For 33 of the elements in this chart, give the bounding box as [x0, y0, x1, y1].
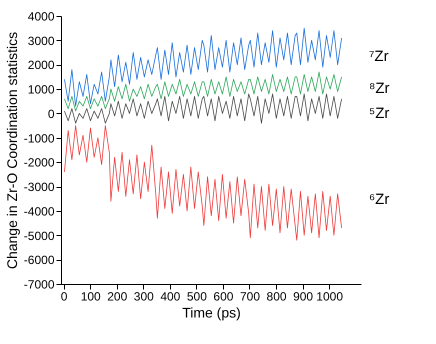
y-tick-label: 0: [48, 106, 55, 121]
x-tick-label: 700: [240, 290, 260, 304]
line-series: [64, 28, 342, 107]
x-tick-label: 200: [107, 290, 128, 304]
line-series: [64, 125, 342, 241]
y-tick-label: -2000: [24, 156, 55, 170]
x-axis-title: Time (ps): [182, 304, 241, 320]
line-series: [64, 94, 342, 124]
x-tick-label: 100: [80, 290, 102, 304]
y-tick-label: -7000: [24, 278, 55, 292]
y-tick-label: 4000: [28, 10, 55, 24]
x-tick-label: 600: [213, 290, 234, 304]
x-tick-label: 1000: [316, 290, 344, 304]
y-tick-label: -1000: [24, 131, 55, 146]
y-tick-label: 1000: [28, 82, 55, 97]
y-tick-label: -6000: [24, 253, 55, 268]
series-label: ⁵Zr: [369, 105, 390, 122]
series-label: ⁸Zr: [369, 80, 390, 97]
y-tick-label: 2000: [28, 58, 55, 72]
y-axis-title: Change in Zr-O Coordination statistics: [4, 32, 20, 270]
y-tick-label: -5000: [24, 228, 55, 243]
y-tick-label: 3000: [28, 34, 55, 48]
x-tick-label: 300: [134, 290, 154, 304]
series-label: ⁶Zr: [369, 191, 390, 208]
x-tick-label: 900: [293, 290, 314, 304]
x-tick-label: 0: [60, 290, 68, 304]
x-tick-label: 400: [160, 290, 181, 304]
series-label: ⁷Zr: [369, 48, 389, 65]
x-tick-label: 500: [186, 290, 208, 304]
y-tick-label: -3000: [24, 180, 55, 194]
x-tick-label: 800: [266, 290, 287, 304]
y-tick-label: -4000: [24, 204, 55, 218]
line-series: [64, 72, 342, 112]
